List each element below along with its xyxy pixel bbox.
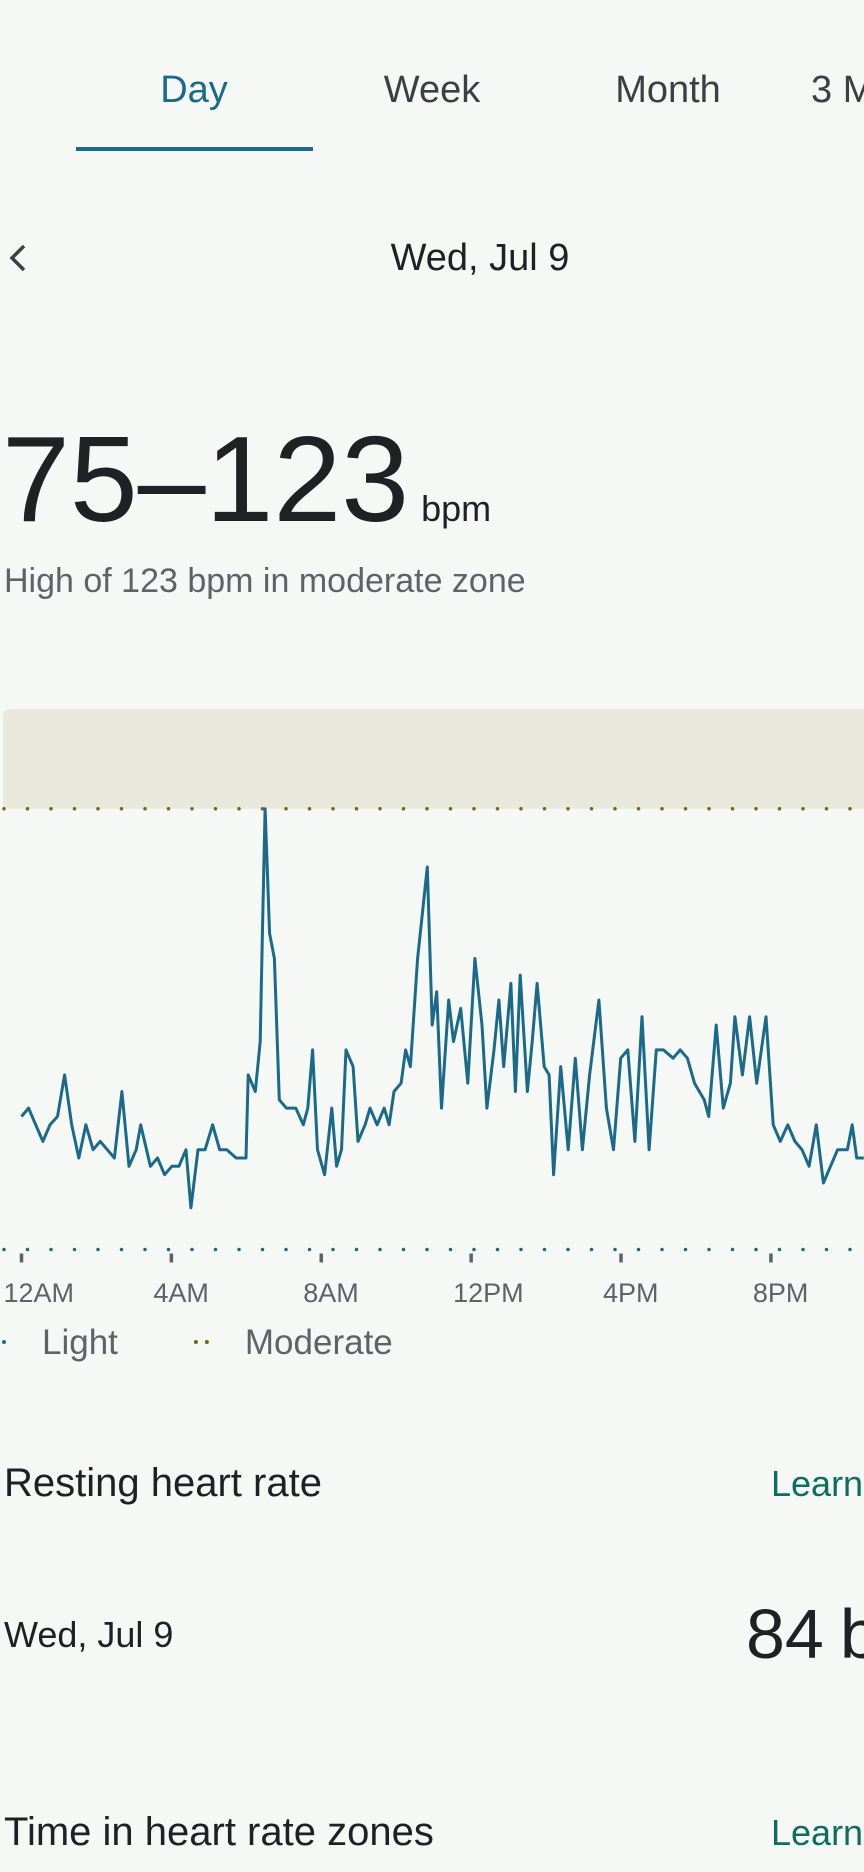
note: High of 123 bpm in moderate zone bbox=[4, 562, 526, 600]
unit: bpm bbox=[421, 488, 491, 529]
link[interactable]: Learn more bbox=[771, 1812, 864, 1853]
legend-marker bbox=[193, 1340, 198, 1344]
legend-marker bbox=[204, 1340, 209, 1344]
x-tick-label: 8PM bbox=[753, 1278, 809, 1308]
back-button[interactable] bbox=[9, 244, 26, 272]
date: Wed, Jul 9 bbox=[391, 237, 570, 279]
tab[interactable]: Month bbox=[615, 69, 721, 111]
x-tick-label: 8AM bbox=[303, 1278, 359, 1308]
zone-band bbox=[3, 709, 864, 809]
date: Wed, Jul 9 bbox=[4, 1614, 173, 1655]
tab[interactable]: 3 Months bbox=[811, 69, 864, 111]
tab[interactable]: Week bbox=[384, 69, 481, 111]
section-title: Time in heart rate zones bbox=[4, 1810, 434, 1854]
link[interactable]: Learn more bbox=[771, 1463, 864, 1504]
x-tick-label: 4AM bbox=[153, 1278, 209, 1308]
chart: 12AM4AM8AM12PM4PM8PM12AMLightModerate bbox=[2, 709, 864, 1362]
unit: bpm bbox=[840, 1595, 864, 1673]
heart-rate-line bbox=[20, 807, 864, 1210]
x-tick-label: 12PM bbox=[453, 1278, 524, 1308]
x-tick-label: 12AM bbox=[4, 1278, 75, 1308]
legend-marker bbox=[2, 1340, 6, 1344]
resting-value: 84 bbox=[746, 1595, 824, 1673]
section-title: Resting heart rate bbox=[4, 1461, 322, 1505]
legend-label: Moderate bbox=[245, 1323, 393, 1362]
x-tick-label: 4PM bbox=[603, 1278, 659, 1308]
tab[interactable]: Day bbox=[160, 69, 228, 111]
range: 75–123 bbox=[2, 411, 409, 547]
legend-label: Light bbox=[42, 1323, 118, 1362]
tab-indicator bbox=[76, 147, 313, 151]
